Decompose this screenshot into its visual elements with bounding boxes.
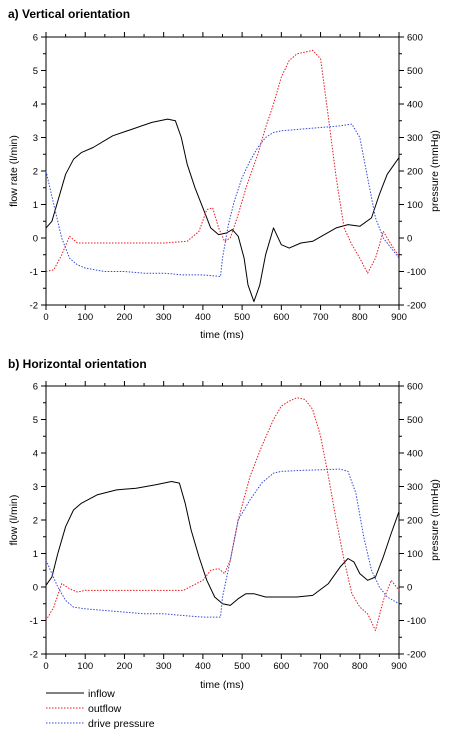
panel-horizontal-orientation: b) Horizontal orientation 0 100 200 300 400 5…	[8, 357, 441, 691]
y-tick-label: 6	[33, 33, 38, 44]
y2-tick-label: 400	[407, 449, 423, 460]
panel-vertical-orientation: a) Vertical orientation 0 100 200 300 400 500…	[8, 7, 441, 341]
x-tick-label: 600	[273, 661, 289, 672]
y-tick-label: 0	[33, 234, 38, 245]
y2-tick-label: 300	[407, 482, 423, 493]
y-tick-label: -2	[30, 650, 38, 661]
series-outflow-line	[45, 49, 400, 274]
series-inflow-line	[45, 118, 400, 303]
y-tick-label: 4	[33, 100, 38, 111]
y2-tick-label: -100	[407, 267, 426, 278]
x-tick-label: 0	[43, 312, 48, 323]
y-tick-label: 6	[33, 382, 38, 393]
x-axis-label: time (ms)	[200, 679, 244, 691]
x-tick-label: 400	[195, 312, 211, 323]
y-tick-label: 3	[33, 133, 38, 144]
y2-tick-label: 100	[407, 549, 423, 560]
plot-frame	[45, 385, 400, 655]
y-axis-label: flow rate (l/min)	[8, 135, 20, 207]
x-tick-label: 500	[234, 661, 250, 672]
y-tick-label: 3	[33, 482, 38, 493]
chart-title: b) Horizontal orientation	[8, 357, 147, 371]
legend-label: drive pressure	[88, 718, 155, 730]
y2-tick-label: 200	[407, 167, 423, 178]
y-tick-label: 2	[33, 516, 38, 527]
y-tick-label: -2	[30, 301, 38, 312]
legend-label: outflow	[88, 703, 122, 715]
legend: inflow outflow drive pressure	[46, 688, 155, 730]
y-tick-label: 1	[33, 549, 38, 560]
x-axis-label: time (ms)	[200, 329, 244, 341]
tick-marks	[41, 381, 404, 659]
y2-tick-label: 500	[407, 415, 423, 426]
chart-title: a) Vertical orientation	[8, 7, 130, 21]
legend-item-drive-pressure: drive pressure	[46, 718, 155, 730]
series-lines	[45, 397, 400, 631]
y-tick-label: 5	[33, 415, 38, 426]
tick-labels: 0 100 200 300 400 500 600 700 800 900 -2 -1 0 1 2 3 4 5 6 -…	[30, 382, 426, 673]
x-tick-label: 100	[77, 312, 93, 323]
y2-tick-label: 500	[407, 66, 423, 77]
y2-tick-label: 600	[407, 382, 423, 393]
series-drive-pressure-line	[45, 468, 400, 618]
y2-tick-label: 0	[407, 234, 412, 245]
y2-tick-label: 300	[407, 133, 423, 144]
x-tick-label: 900	[391, 661, 407, 672]
y-tick-label: 0	[33, 583, 38, 594]
legend-item-outflow: outflow	[46, 703, 122, 715]
y2-tick-label: 200	[407, 516, 423, 527]
series-drive-pressure-line	[45, 123, 400, 277]
y-tick-label: -1	[30, 267, 38, 278]
y-tick-label: -1	[30, 616, 38, 627]
y2-tick-label: -200	[407, 650, 426, 661]
x-tick-label: 700	[313, 312, 329, 323]
y2-tick-label: -200	[407, 301, 426, 312]
y2-axis-label: pressure (mmHg)	[429, 479, 441, 561]
plot-frame	[45, 36, 400, 306]
x-tick-label: 600	[273, 312, 289, 323]
x-tick-label: 0	[43, 661, 48, 672]
y-tick-label: 1	[33, 200, 38, 211]
y-tick-label: 2	[33, 167, 38, 178]
x-tick-label: 200	[117, 312, 133, 323]
x-tick-label: 200	[117, 661, 133, 672]
legend-label: inflow	[88, 688, 115, 700]
x-tick-label: 300	[156, 312, 172, 323]
tick-labels: 0 100 200 300 400 500 600 700 800 900 -2 -1 0 1 2 3 4 5 6 -…	[30, 33, 426, 324]
y2-tick-label: 600	[407, 33, 423, 44]
x-tick-label: 700	[313, 661, 329, 672]
series-lines	[45, 49, 400, 303]
y-tick-label: 4	[33, 449, 38, 460]
y2-tick-label: 0	[407, 583, 412, 594]
y2-tick-label: 400	[407, 100, 423, 111]
x-tick-label: 100	[77, 661, 93, 672]
x-tick-label: 500	[234, 312, 250, 323]
y2-tick-label: -100	[407, 616, 426, 627]
legend-item-inflow: inflow	[46, 688, 115, 700]
y2-axis-label: pressure (mmHg)	[429, 130, 441, 212]
x-tick-label: 800	[352, 661, 368, 672]
y2-tick-label: 100	[407, 200, 423, 211]
x-tick-label: 900	[391, 312, 407, 323]
series-outflow-line	[45, 397, 400, 631]
x-tick-label: 800	[352, 312, 368, 323]
y-axis-label: flow (l/min)	[8, 495, 20, 546]
series-inflow-line	[45, 481, 400, 606]
tick-marks	[41, 32, 404, 310]
x-tick-label: 400	[195, 661, 211, 672]
y-tick-label: 5	[33, 66, 38, 77]
x-tick-label: 300	[156, 661, 172, 672]
